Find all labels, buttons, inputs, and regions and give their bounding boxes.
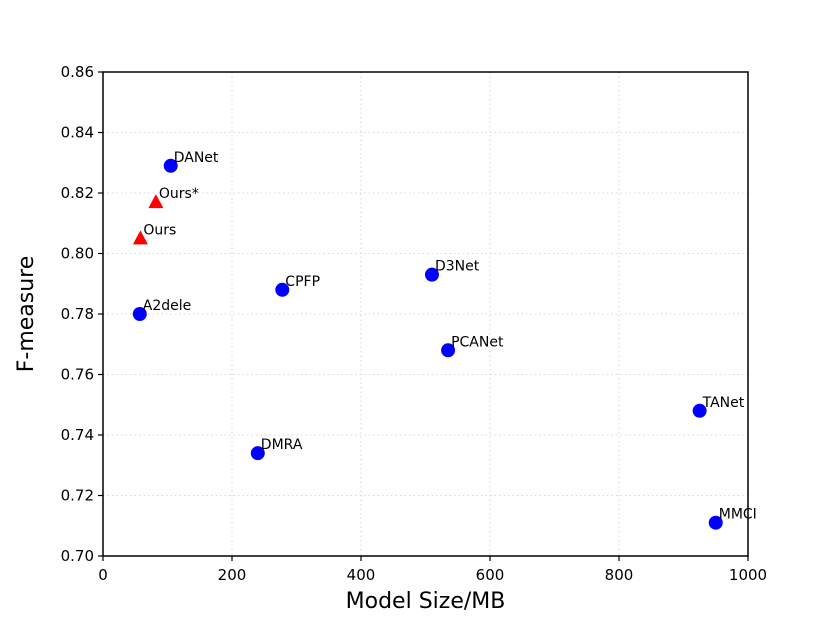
y-tick-label: 0.82 — [61, 184, 94, 202]
y-tick-label: 0.84 — [61, 124, 94, 142]
data-point — [163, 158, 178, 173]
y-tick-label: 0.74 — [61, 426, 94, 444]
plot-border — [102, 71, 749, 557]
data-point — [132, 307, 147, 321]
point-label: A2dele — [143, 298, 192, 314]
point-label: TANet — [702, 395, 745, 411]
y-tick-label: 0.76 — [61, 366, 94, 384]
axis-ticks: 0 200 400 600 800 1000 0.70 0.72 0.74 0.76 0.78 0.8… — [61, 63, 768, 584]
x-tick-label: 200 — [218, 566, 247, 584]
x-tick-label: 400 — [347, 566, 376, 584]
y-tick-label: 0.80 — [61, 245, 94, 263]
x-tick-label: 1000 — [729, 566, 767, 584]
data-point — [275, 282, 290, 297]
data-point — [441, 343, 456, 358]
point-label: Ours — [143, 222, 176, 238]
y-tick-label: 0.78 — [61, 305, 94, 323]
data-points: DANet A2dele CPFP D3Net PCANet DMRA TANet MMCI O… — [132, 150, 757, 530]
point-label: MMCI — [719, 507, 757, 523]
x-axis-label: Model Size/MB — [346, 589, 506, 614]
data-point — [132, 230, 148, 245]
y-tick-label: 0.72 — [61, 487, 94, 505]
data-point — [424, 267, 439, 282]
data-point — [250, 446, 265, 461]
data-point — [708, 515, 723, 530]
y-tick-label: 0.86 — [61, 63, 94, 81]
x-tick-label: 800 — [605, 566, 634, 584]
plot-background — [103, 72, 748, 556]
y-tick-label: 0.70 — [61, 547, 94, 565]
x-tick-label: 0 — [98, 566, 108, 584]
point-label: Ours* — [159, 186, 199, 202]
point-label: DMRA — [261, 437, 303, 453]
x-tick-label: 600 — [476, 566, 505, 584]
point-label: D3Net — [435, 259, 480, 275]
y-axis-label: F-measure — [14, 256, 39, 373]
data-point — [148, 194, 164, 209]
point-label: CPFP — [285, 274, 320, 290]
data-point — [692, 403, 707, 418]
point-label: DANet — [174, 150, 219, 166]
point-label: PCANet — [451, 334, 504, 350]
